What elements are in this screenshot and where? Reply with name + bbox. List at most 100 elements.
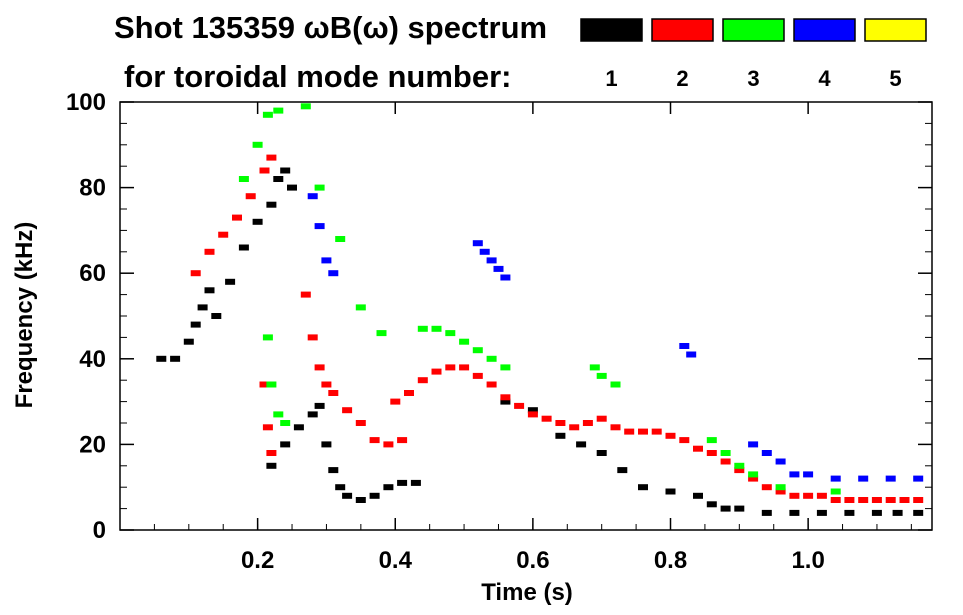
plot-area	[156, 103, 924, 516]
point-mode2-52	[830, 497, 841, 503]
point-mode2-33	[569, 424, 580, 431]
point-mode1-39	[734, 505, 745, 512]
point-mode4-6	[486, 257, 497, 264]
point-mode3-9	[314, 184, 325, 191]
point-mode3-14	[431, 325, 442, 332]
plot-frame	[119, 101, 933, 531]
point-mode2-1	[204, 248, 215, 255]
point-mode1-34	[638, 484, 648, 491]
point-mode1-31	[576, 441, 587, 448]
x-axis-label: Time (s)	[481, 579, 573, 606]
point-mode1-22	[342, 492, 353, 499]
point-mode2-15	[342, 407, 353, 414]
point-mode1-41	[789, 509, 800, 516]
point-mode2-35	[596, 415, 607, 422]
point-mode4-19	[913, 475, 924, 482]
legend-label-5: 5	[889, 66, 901, 91]
legend-swatch-3	[722, 18, 785, 42]
point-mode3-28	[830, 488, 841, 495]
point-mode2-56	[885, 497, 896, 503]
point-mode2-14	[328, 390, 339, 396]
point-mode1-37	[706, 501, 717, 508]
point-mode2-9	[266, 450, 277, 456]
point-mode1-28	[500, 398, 511, 405]
y-tick-label-100: 100	[66, 89, 106, 116]
point-mode1-29	[527, 407, 538, 414]
point-mode3-6	[266, 381, 277, 388]
point-mode2-11	[307, 334, 318, 341]
point-mode1-24	[369, 492, 380, 499]
point-mode2-43	[706, 450, 717, 456]
point-mode2-2	[218, 231, 229, 238]
point-mode4-9	[679, 343, 690, 349]
point-mode2-27	[486, 381, 497, 388]
point-mode2-22	[417, 377, 428, 384]
point-mode3-10	[335, 236, 346, 242]
point-mode1-16	[293, 424, 304, 431]
y-tick-label-40: 40	[79, 346, 106, 373]
point-mode3-11	[355, 304, 366, 311]
point-mode2-42	[693, 445, 703, 452]
point-mode2-20	[390, 398, 401, 405]
legend-swatch-4	[793, 18, 856, 42]
point-mode4-17	[858, 475, 869, 482]
y-tick-label-0: 0	[93, 517, 106, 544]
point-mode2-54	[858, 497, 869, 503]
point-mode2-46	[748, 475, 759, 482]
point-mode3-3	[273, 107, 284, 114]
point-mode2-41	[679, 437, 690, 444]
point-mode2-13	[321, 381, 332, 388]
point-mode4-18	[885, 475, 896, 482]
point-mode1-35	[665, 488, 676, 495]
point-mode4-0	[307, 193, 318, 200]
point-mode1-14	[266, 462, 277, 469]
x-tick-label-0.8: 0.8	[654, 547, 687, 574]
legend-swatch-2	[651, 18, 714, 42]
point-mode2-37	[624, 428, 635, 435]
point-mode2-19	[397, 437, 408, 444]
x-tick-label-0.6: 0.6	[516, 547, 549, 574]
point-mode3-12	[376, 330, 387, 337]
point-mode1-42	[816, 509, 827, 516]
point-mode2-16	[355, 420, 366, 426]
point-mode1-44	[871, 509, 882, 516]
point-mode1-10	[266, 201, 277, 208]
point-mode2-50	[803, 492, 814, 499]
point-mode1-36	[693, 492, 703, 499]
point-mode3-17	[472, 347, 483, 354]
legend-swatch-5	[864, 18, 927, 42]
point-mode3-26	[748, 471, 759, 478]
point-mode1-19	[321, 441, 332, 448]
point-mode4-10	[686, 351, 697, 358]
x-tick-label-0.2: 0.2	[241, 547, 274, 574]
point-mode3-4	[300, 103, 311, 110]
point-mode1-0	[156, 355, 167, 362]
point-mode2-45	[734, 467, 745, 474]
point-mode3-1	[252, 141, 263, 148]
legend: 1 2 3 4 5	[580, 18, 927, 91]
point-mode1-3	[190, 321, 201, 328]
point-mode2-40	[665, 432, 676, 439]
point-mode2-55	[871, 497, 882, 503]
point-mode3-22	[610, 381, 621, 388]
point-mode4-3	[328, 270, 339, 277]
point-mode2-31	[541, 415, 552, 422]
point-mode4-4	[472, 240, 483, 247]
legend-label-2: 2	[676, 66, 688, 91]
point-mode1-20	[328, 467, 339, 474]
point-mode3-27	[775, 484, 786, 491]
point-mode4-8	[500, 274, 511, 281]
point-mode3-5	[262, 334, 273, 341]
legend-swatch-1	[580, 18, 643, 42]
point-mode1-6	[211, 313, 222, 319]
point-mode2-29	[514, 402, 525, 409]
point-mode2-4	[245, 193, 256, 200]
point-mode4-11	[748, 441, 759, 448]
point-mode2-7	[259, 381, 270, 388]
legend-label-1: 1	[605, 66, 617, 91]
point-mode1-9	[252, 218, 263, 225]
point-mode3-18	[486, 355, 497, 362]
point-mode3-8	[280, 420, 291, 426]
point-mode1-4	[197, 304, 208, 311]
